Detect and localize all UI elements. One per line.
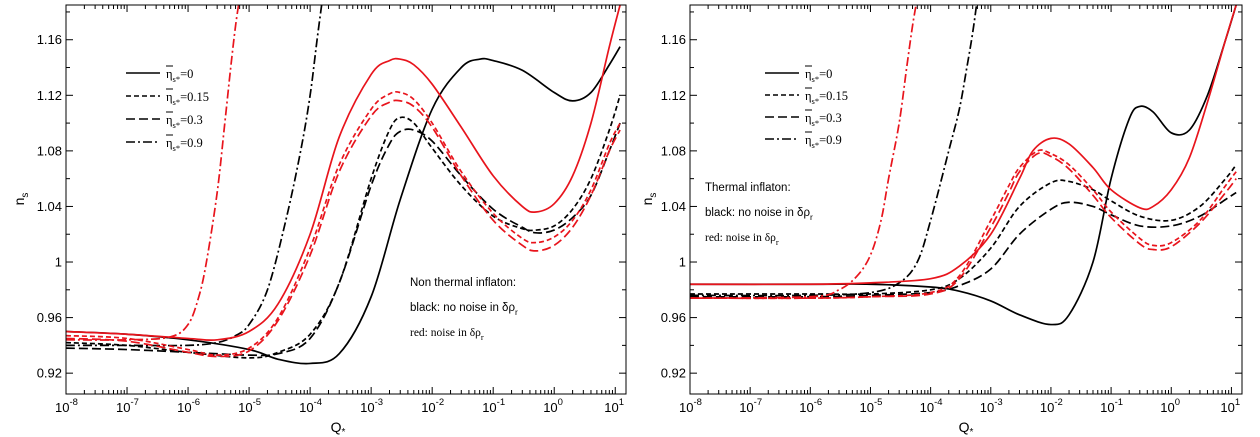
x-tick-label: 10-6 <box>177 397 200 415</box>
legend-label: ηs*=0.15 <box>166 90 209 107</box>
series-line <box>690 5 1237 326</box>
legend-label: ηs*=0.3 <box>805 111 842 128</box>
series-line <box>66 5 240 341</box>
legend-entry: ηs*=0.9 <box>126 134 203 153</box>
x-tick-label: 10-1 <box>482 397 505 415</box>
legend-label: ηs*=0 <box>805 67 832 84</box>
x-tick-label: 10-2 <box>1040 397 1063 415</box>
legend-entry: ηs*=0.15 <box>126 88 209 107</box>
x-tick-label: 10-6 <box>799 397 822 415</box>
legend-label: ηs*=0.9 <box>166 136 203 153</box>
x-tick-label: 10-2 <box>421 397 444 415</box>
series-line <box>690 191 1237 298</box>
legend: ηs*=0 ηs*=0.15 ηs*=0.3 ηs*=0.9 <box>765 65 848 150</box>
x-tick-label: 10-3 <box>980 397 1003 415</box>
x-tick-label: 10-5 <box>860 397 883 415</box>
y-axis-label: ns <box>11 193 31 206</box>
y-tick-label: 0.96 <box>661 310 686 325</box>
plot-frame <box>689 4 1243 395</box>
annotation-title: Thermal inflaton: <box>705 182 791 194</box>
y-axis-label: ns <box>639 193 659 206</box>
series-line <box>66 99 621 358</box>
x-tick-label: 100 <box>1160 397 1180 415</box>
y-tick-label: 1.08 <box>37 143 62 158</box>
x-tick-label: 10-5 <box>238 397 261 415</box>
y-ticks <box>690 11 1242 374</box>
x-ticks <box>689 5 1232 394</box>
y-tick-label: 1.16 <box>37 32 62 47</box>
series-line <box>66 122 621 357</box>
x-tick-label: 10-7 <box>116 397 139 415</box>
legend-label: ηs*=0.3 <box>166 113 203 130</box>
legend-label: ηs*=0.9 <box>805 133 842 150</box>
series-line <box>66 95 621 359</box>
legend-entry: ηs*=0 <box>765 65 832 84</box>
annotation: Non thermal inflaton: black: no noise in… <box>410 277 518 342</box>
y-tick-label: 1.12 <box>37 88 62 103</box>
series-line <box>690 5 917 299</box>
plot-frame <box>65 4 627 395</box>
x-tick-labels: 10-8 10-7 10-6 10-5 10-4 10-3 10-2 10-1 … <box>679 397 1240 415</box>
x-axis-label: Q* <box>959 419 974 437</box>
series-layer <box>66 5 621 365</box>
legend-label: ηs*=0.15 <box>805 89 848 106</box>
y-ticks <box>66 11 626 374</box>
y-tick-label: 0.92 <box>37 366 62 381</box>
x-tick-label: 101 <box>1220 397 1240 415</box>
chart-panel-right: 10-8 10-7 10-6 10-5 10-4 10-3 10-2 10-1 … <box>639 4 1243 437</box>
legend: ηs*=0 ηs*=0.15 ηs*=0.3 ηs*=0.9 <box>126 65 209 153</box>
x-tick-label: 101 <box>604 397 624 415</box>
legend-entry: ηs*=0.3 <box>765 109 842 128</box>
legend-entry: ηs*=0.3 <box>126 111 203 130</box>
chart-panel-left: 10-8 10-7 10-6 10-5 10-4 10-3 10-2 10-1 … <box>11 4 627 437</box>
x-tick-label: 10-8 <box>679 397 702 415</box>
series-line <box>66 5 621 342</box>
series-line <box>690 5 978 297</box>
y-tick-label: 1.04 <box>661 199 686 214</box>
y-tick-label: 0.92 <box>661 366 686 381</box>
y-tick-labels: 0.92 0.96 1 1.04 1.08 1.12 1.16 <box>661 32 686 381</box>
x-tick-label: 10-1 <box>1100 397 1123 415</box>
series-line <box>690 149 1237 300</box>
x-tick-label: 10-4 <box>920 397 943 415</box>
x-axis-label: Q* <box>331 419 346 437</box>
x-tick-label: 10-7 <box>739 397 762 415</box>
x-tick-label: 100 <box>543 397 563 415</box>
y-tick-label: 1 <box>55 255 62 270</box>
x-tick-labels: 10-8 10-7 10-6 10-5 10-4 10-3 10-2 10-1 … <box>55 397 624 415</box>
annotation-line: red: noise in δρr <box>410 327 484 342</box>
y-tick-label: 1.04 <box>37 199 62 214</box>
series-line <box>690 151 1237 300</box>
annotation-line: black: no noise in δρr <box>410 302 518 317</box>
y-tick-label: 1.08 <box>661 143 686 158</box>
y-tick-label: 1.16 <box>661 32 686 47</box>
annotation-line: black: no noise in δρr <box>705 207 813 222</box>
y-tick-label: 1.12 <box>661 88 686 103</box>
x-tick-label: 10-8 <box>55 397 78 415</box>
y-tick-label: 0.96 <box>37 310 62 325</box>
annotation-line: red: noise in δρr <box>705 232 779 247</box>
series-line <box>66 90 621 356</box>
x-tick-label: 10-4 <box>299 397 322 415</box>
legend-entry: ηs*=0 <box>126 65 193 84</box>
legend-label: ηs*=0 <box>166 67 193 84</box>
y-tick-labels: 0.92 0.96 1 1.04 1.08 1.12 1.16 <box>37 32 62 381</box>
annotation: Thermal inflaton: black: no noise in δρr… <box>705 182 813 247</box>
series-line <box>66 46 621 365</box>
series-line <box>690 5 1237 286</box>
series-layer <box>690 5 1237 326</box>
x-ticks <box>65 5 616 394</box>
series-line <box>690 164 1237 296</box>
annotation-title: Non thermal inflaton: <box>410 277 516 289</box>
legend-entry: ηs*=0.9 <box>765 131 842 150</box>
y-tick-label: 1 <box>679 255 686 270</box>
series-line <box>66 5 323 347</box>
x-tick-label: 10-3 <box>360 397 383 415</box>
legend-entry: ηs*=0.15 <box>765 87 848 106</box>
